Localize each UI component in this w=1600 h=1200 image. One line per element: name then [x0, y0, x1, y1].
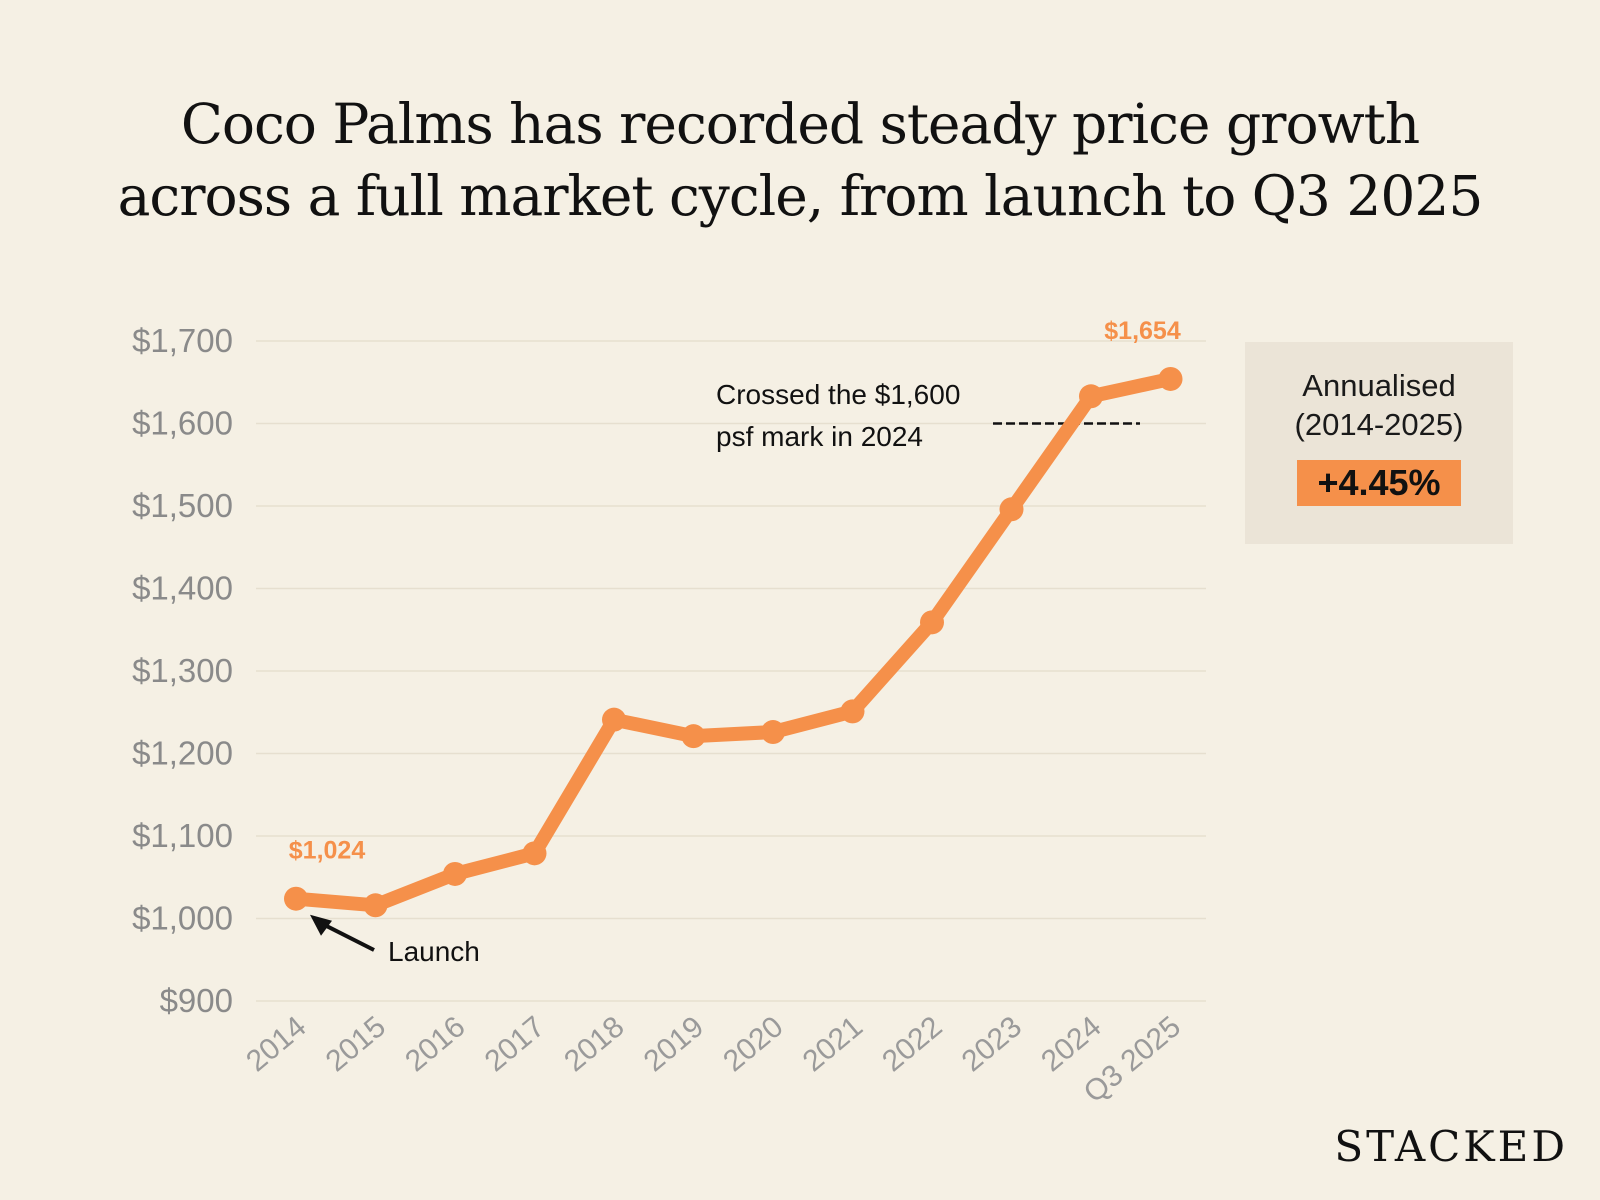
data-point	[1158, 366, 1183, 391]
data-label: $1,654	[1104, 317, 1181, 345]
x-tick-label: 2016	[399, 1010, 471, 1078]
y-tick-label: $1,100	[132, 817, 233, 854]
data-point	[681, 724, 706, 749]
x-tick-label: 2017	[479, 1010, 551, 1078]
chart-title-line-2: across a full market cycle, from launch …	[117, 164, 1484, 228]
launch-arrow-head	[310, 914, 332, 936]
y-tick-label: $1,500	[132, 487, 233, 524]
x-tick-label: 2023	[956, 1010, 1028, 1078]
x-tick-label: 2022	[876, 1010, 948, 1078]
y-tick-label: $1,300	[132, 652, 233, 689]
launch-arrow-line	[319, 920, 375, 952]
data-point	[999, 497, 1024, 522]
annualised-label: Annualised (2014-2025)	[1245, 366, 1513, 444]
data-point	[761, 720, 785, 745]
chart-title: Coco Palms has recorded steady price gro…	[0, 88, 1600, 232]
data-point	[284, 886, 308, 911]
y-tick-label: $1,000	[132, 900, 233, 937]
annualised-return-box: Annualised (2014-2025) +4.45%	[1245, 342, 1513, 544]
data-point	[363, 893, 388, 918]
annualised-label-line-1: Annualised	[1302, 368, 1456, 403]
data-point	[920, 610, 944, 635]
data-point	[522, 841, 547, 866]
price-series	[284, 366, 1183, 918]
chart-title-line-1: Coco Palms has recorded steady price gro…	[180, 92, 1420, 156]
annotations: Crossed the $1,600 psf mark in 2024 Launch	[310, 379, 960, 967]
x-tick-label: 2021	[797, 1010, 869, 1078]
annualised-value-badge: +4.45%	[1297, 460, 1461, 506]
annualised-label-line-2: (2014-2025)	[1294, 407, 1464, 442]
data-point	[840, 699, 865, 724]
x-tick-label: 2014	[240, 1010, 312, 1078]
y-axis-ticks: $900 $1,000 $1,100 $1,200 $1,300 $1,400 $1,500…	[132, 322, 233, 1019]
y-tick-label: $1,400	[132, 570, 233, 607]
data-label: $1,024	[289, 837, 366, 865]
threshold-annotation-line-1: Crossed the $1,600	[716, 379, 960, 410]
x-tick-label: 2018	[558, 1010, 630, 1078]
x-axis-ticks: 2014 2015 2016 2017 2018 2019 2020 2021 2022 2023…	[240, 1010, 1187, 1109]
x-tick-label: 2015	[320, 1010, 392, 1078]
data-point	[1079, 384, 1103, 409]
launch-annotation: Launch	[388, 936, 480, 967]
y-tick-label: $1,600	[132, 405, 233, 442]
data-point	[602, 707, 626, 732]
brand-logo: STACKED	[1334, 1122, 1568, 1171]
y-tick-label: $900	[160, 982, 233, 1019]
data-point	[443, 861, 467, 886]
y-tick-label: $1,200	[132, 735, 233, 772]
data-labels: $1,024 $1,654	[289, 317, 1181, 865]
threshold-annotation-line-2: psf mark in 2024	[716, 421, 923, 452]
x-tick-label: 2020	[717, 1010, 789, 1078]
series-line	[289, 371, 1178, 913]
y-tick-label: $1,700	[132, 322, 233, 359]
x-tick-label: 2019	[638, 1010, 710, 1078]
